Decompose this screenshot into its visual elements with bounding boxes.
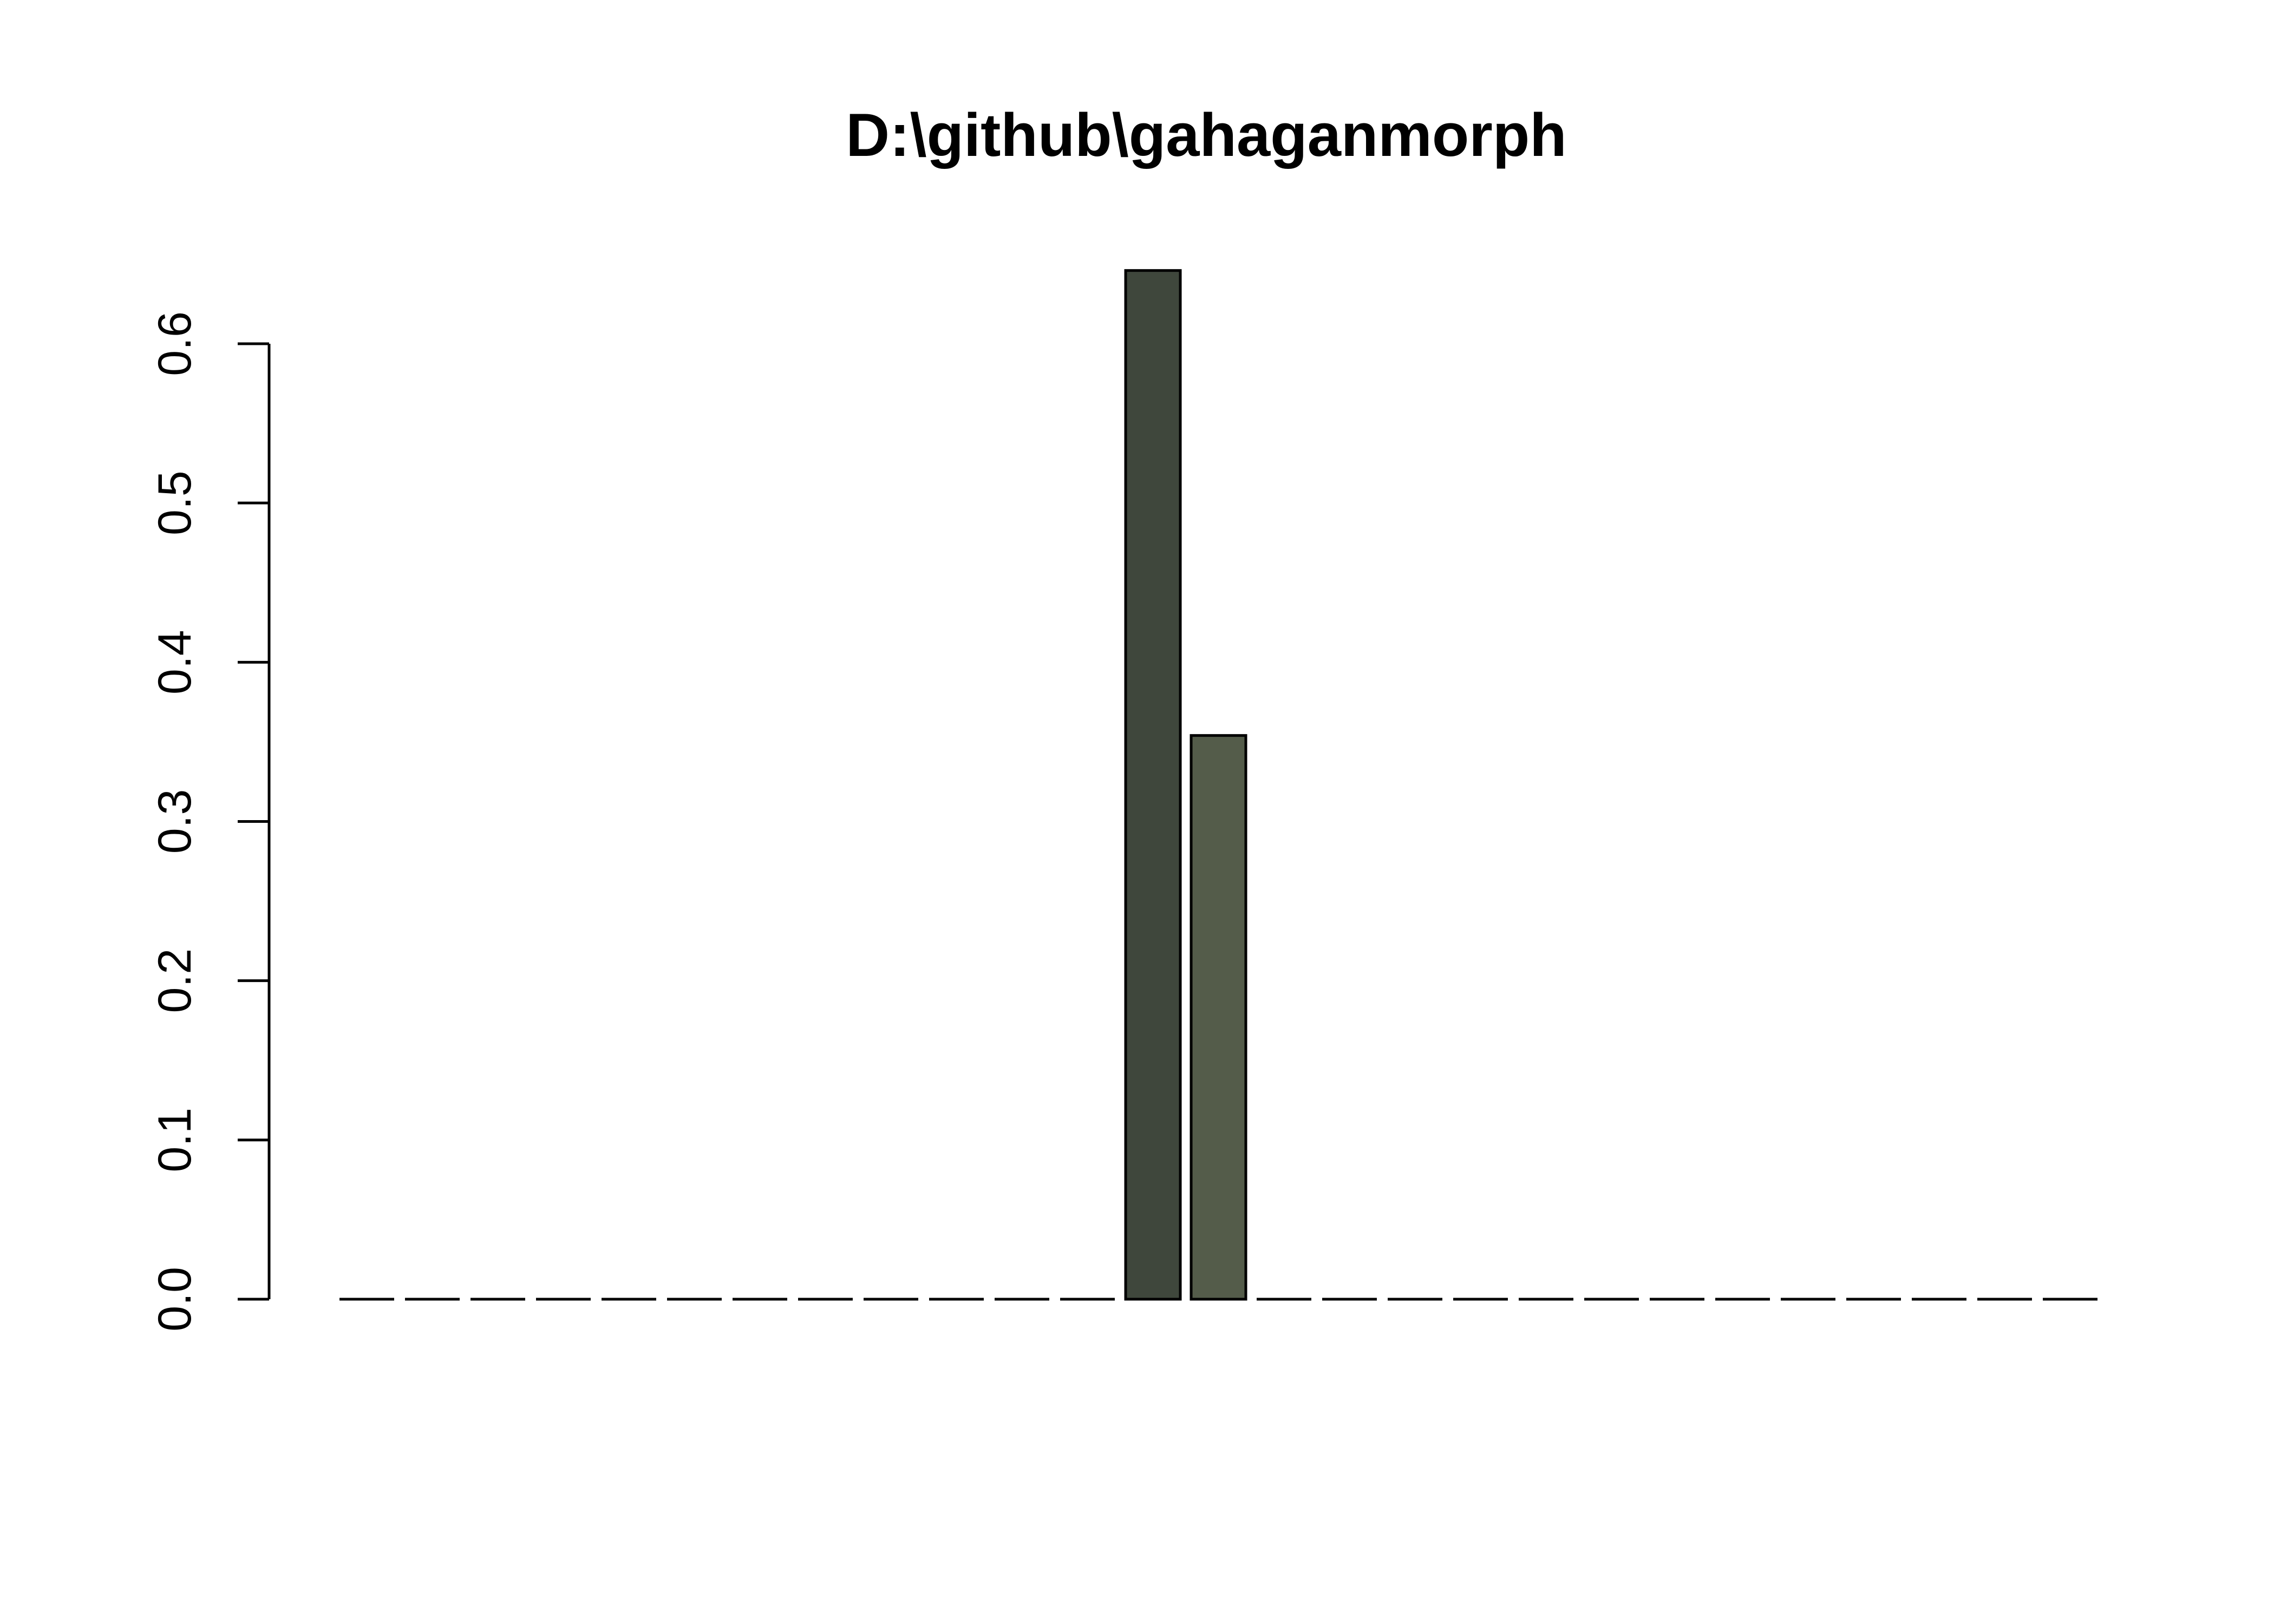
y-tick-label: 0.4 — [149, 630, 201, 695]
bar-14 — [1190, 734, 1247, 1301]
y-tick-label: 0.2 — [149, 948, 201, 1013]
y-tick-label: 0.0 — [149, 1267, 201, 1332]
y-axis: 0.0 0.1 0.2 0.3 0.4 0.5 0.6 — [149, 311, 271, 1332]
y-tick-label: 0.1 — [149, 1108, 201, 1173]
y-tick-label: 0.6 — [149, 311, 201, 376]
bars-group — [339, 269, 2097, 1301]
y-tick-label: 0.3 — [149, 789, 201, 854]
y-tick-label: 0.5 — [149, 470, 201, 535]
bar-13 — [1124, 269, 1182, 1301]
chart-title: D:\github\gahaganmorph — [846, 101, 1566, 169]
